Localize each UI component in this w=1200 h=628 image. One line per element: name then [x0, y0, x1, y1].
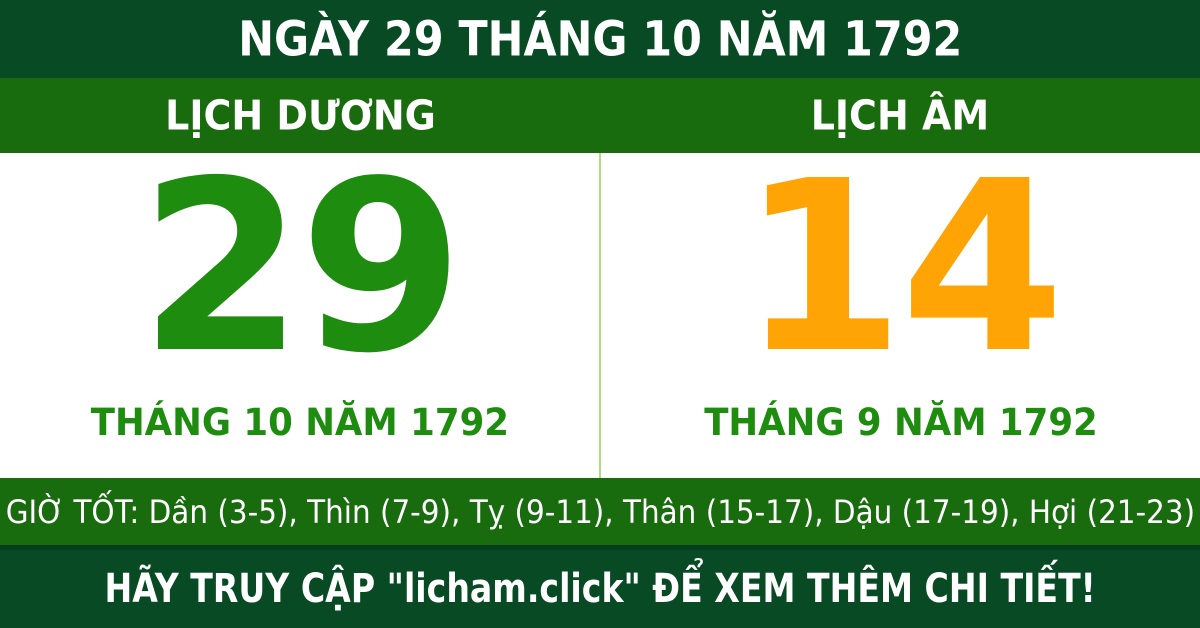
- footer-banner: HÃY TRUY CẬP "licham.click" ĐỂ XEM THÊM …: [0, 545, 1200, 628]
- solar-calendar-header-label: LỊCH DƯƠNG: [164, 92, 436, 139]
- lunar-calendar-header: LỊCH ÂM: [600, 78, 1200, 153]
- lunar-panel: 14 THÁNG 9 NĂM 1792: [601, 150, 1200, 478]
- lunar-day-number: 14: [740, 130, 1064, 405]
- calendar-type-header-row: LỊCH DƯƠNG LỊCH ÂM: [0, 78, 1200, 153]
- solar-panel: 29 THÁNG 10 NĂM 1792: [0, 150, 599, 478]
- solar-month-year-label: THÁNG 10 NĂM 1792: [90, 401, 509, 444]
- lunar-calendar-header-label: LỊCH ÂM: [810, 92, 990, 139]
- solar-day-number: 29: [139, 130, 463, 405]
- header-banner: NGÀY 29 THÁNG 10 NĂM 1792: [0, 0, 1200, 78]
- solar-calendar-header: LỊCH DƯƠNG: [0, 78, 600, 153]
- lunar-month-year-label: THÁNG 9 NĂM 1792: [703, 401, 1098, 444]
- footer-cta-text: HÃY TRUY CẬP "licham.click" ĐỂ XEM THÊM …: [104, 566, 1096, 612]
- column-divider: [599, 153, 601, 478]
- calendar-panels: 29 THÁNG 10 NĂM 1792 14 THÁNG 9 NĂM 1792: [0, 150, 1200, 478]
- date-title: NGÀY 29 THÁNG 10 NĂM 1792: [237, 10, 963, 68]
- good-hours-bar: GIỜ TỐT: Dần (3-5), Thìn (7-9), Tỵ (9-11…: [0, 478, 1200, 545]
- good-hours-text: GIỜ TỐT: Dần (3-5), Thìn (7-9), Tỵ (9-11…: [5, 492, 1195, 531]
